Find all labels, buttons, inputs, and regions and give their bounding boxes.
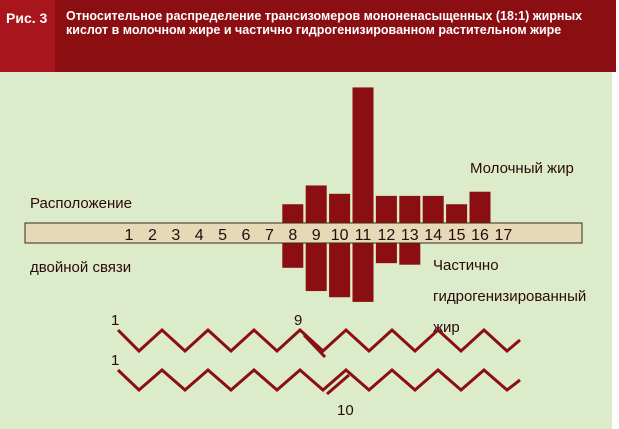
hydro-fat-label-line1: Частично <box>433 257 499 274</box>
milk-fat-bar <box>469 191 491 224</box>
axis-band <box>24 222 583 244</box>
milk-fat-label: Молочный жир <box>470 160 574 177</box>
hydrogenated-fat-bar <box>282 243 304 268</box>
tick-label: 3 <box>171 227 180 244</box>
hydrogenated-fat-bars <box>282 243 421 302</box>
tick-label: 16 <box>471 227 489 244</box>
tick-label: 8 <box>288 227 297 244</box>
chain1-start-label: 1 <box>111 312 119 329</box>
chain2-start-label: 1 <box>111 352 119 369</box>
bar-chart: 1 2 3 4 5 6 7 8 9 10 11 12 13 14 15 16 17 Расположение д… <box>24 87 586 419</box>
tick-label: 17 <box>495 227 513 244</box>
tick-label: 11 <box>355 227 372 244</box>
tick-label: 13 <box>401 227 419 244</box>
hydro-fat-label-line2: гидрогенизированный <box>433 288 586 305</box>
hydro-fat-label-line3: жир <box>433 319 460 336</box>
milk-fat-bar <box>375 195 397 224</box>
axis-label-line1: Расположение <box>30 195 132 212</box>
tick-label: 12 <box>378 227 396 244</box>
hydrogenated-fat-bar <box>399 243 421 265</box>
tick-label: 6 <box>242 227 251 244</box>
hydrogenated-fat-bar <box>305 243 327 292</box>
double-bond-9 <box>302 333 327 359</box>
milk-fat-bars <box>282 87 491 224</box>
chain1-bond-label: 9 <box>294 312 302 329</box>
tick-label: 5 <box>218 227 227 244</box>
chain2-bond-label: 10 <box>337 402 354 419</box>
tick-label: 1 <box>125 227 134 244</box>
hydrogenated-fat-bar <box>329 243 351 298</box>
milk-fat-bar <box>446 204 468 224</box>
milk-fat-bar <box>305 185 327 224</box>
milk-fat-bar <box>329 193 351 224</box>
milk-fat-bar <box>352 87 374 224</box>
tick-label: 2 <box>148 227 157 244</box>
tick-label: 7 <box>265 227 274 244</box>
tick-labels: 1 2 3 4 5 6 7 8 9 10 11 12 13 14 15 16 17 <box>125 227 513 244</box>
tick-label: 10 <box>331 227 349 244</box>
hydrogenated-fat-bar <box>352 243 374 302</box>
fatty-acid-chain-10 <box>116 368 521 393</box>
milk-fat-bar <box>422 195 444 224</box>
double-bond-10 <box>326 373 350 396</box>
figure-number: Рис. 3 <box>6 10 48 26</box>
tick-label: 4 <box>195 227 204 244</box>
figure-header: Рис. 3 Относительное распределение транс… <box>0 0 616 72</box>
chart-panel: 1 2 3 4 5 6 7 8 9 10 11 12 13 14 15 16 17 Расположение д… <box>0 72 612 429</box>
milk-fat-bar <box>282 204 304 224</box>
figure-title: Относительное распределение трансизомеро… <box>66 9 583 37</box>
axis-label-line2: двойной связи <box>30 259 131 276</box>
tick-label: 14 <box>424 227 442 244</box>
tick-label: 9 <box>312 227 321 244</box>
fatty-acid-chain-9 <box>116 327 521 354</box>
hydrogenated-fat-bar <box>375 243 397 264</box>
figure-label-box: Рис. 3 <box>0 0 55 72</box>
tick-label: 15 <box>448 227 466 244</box>
milk-fat-bar <box>399 195 421 224</box>
